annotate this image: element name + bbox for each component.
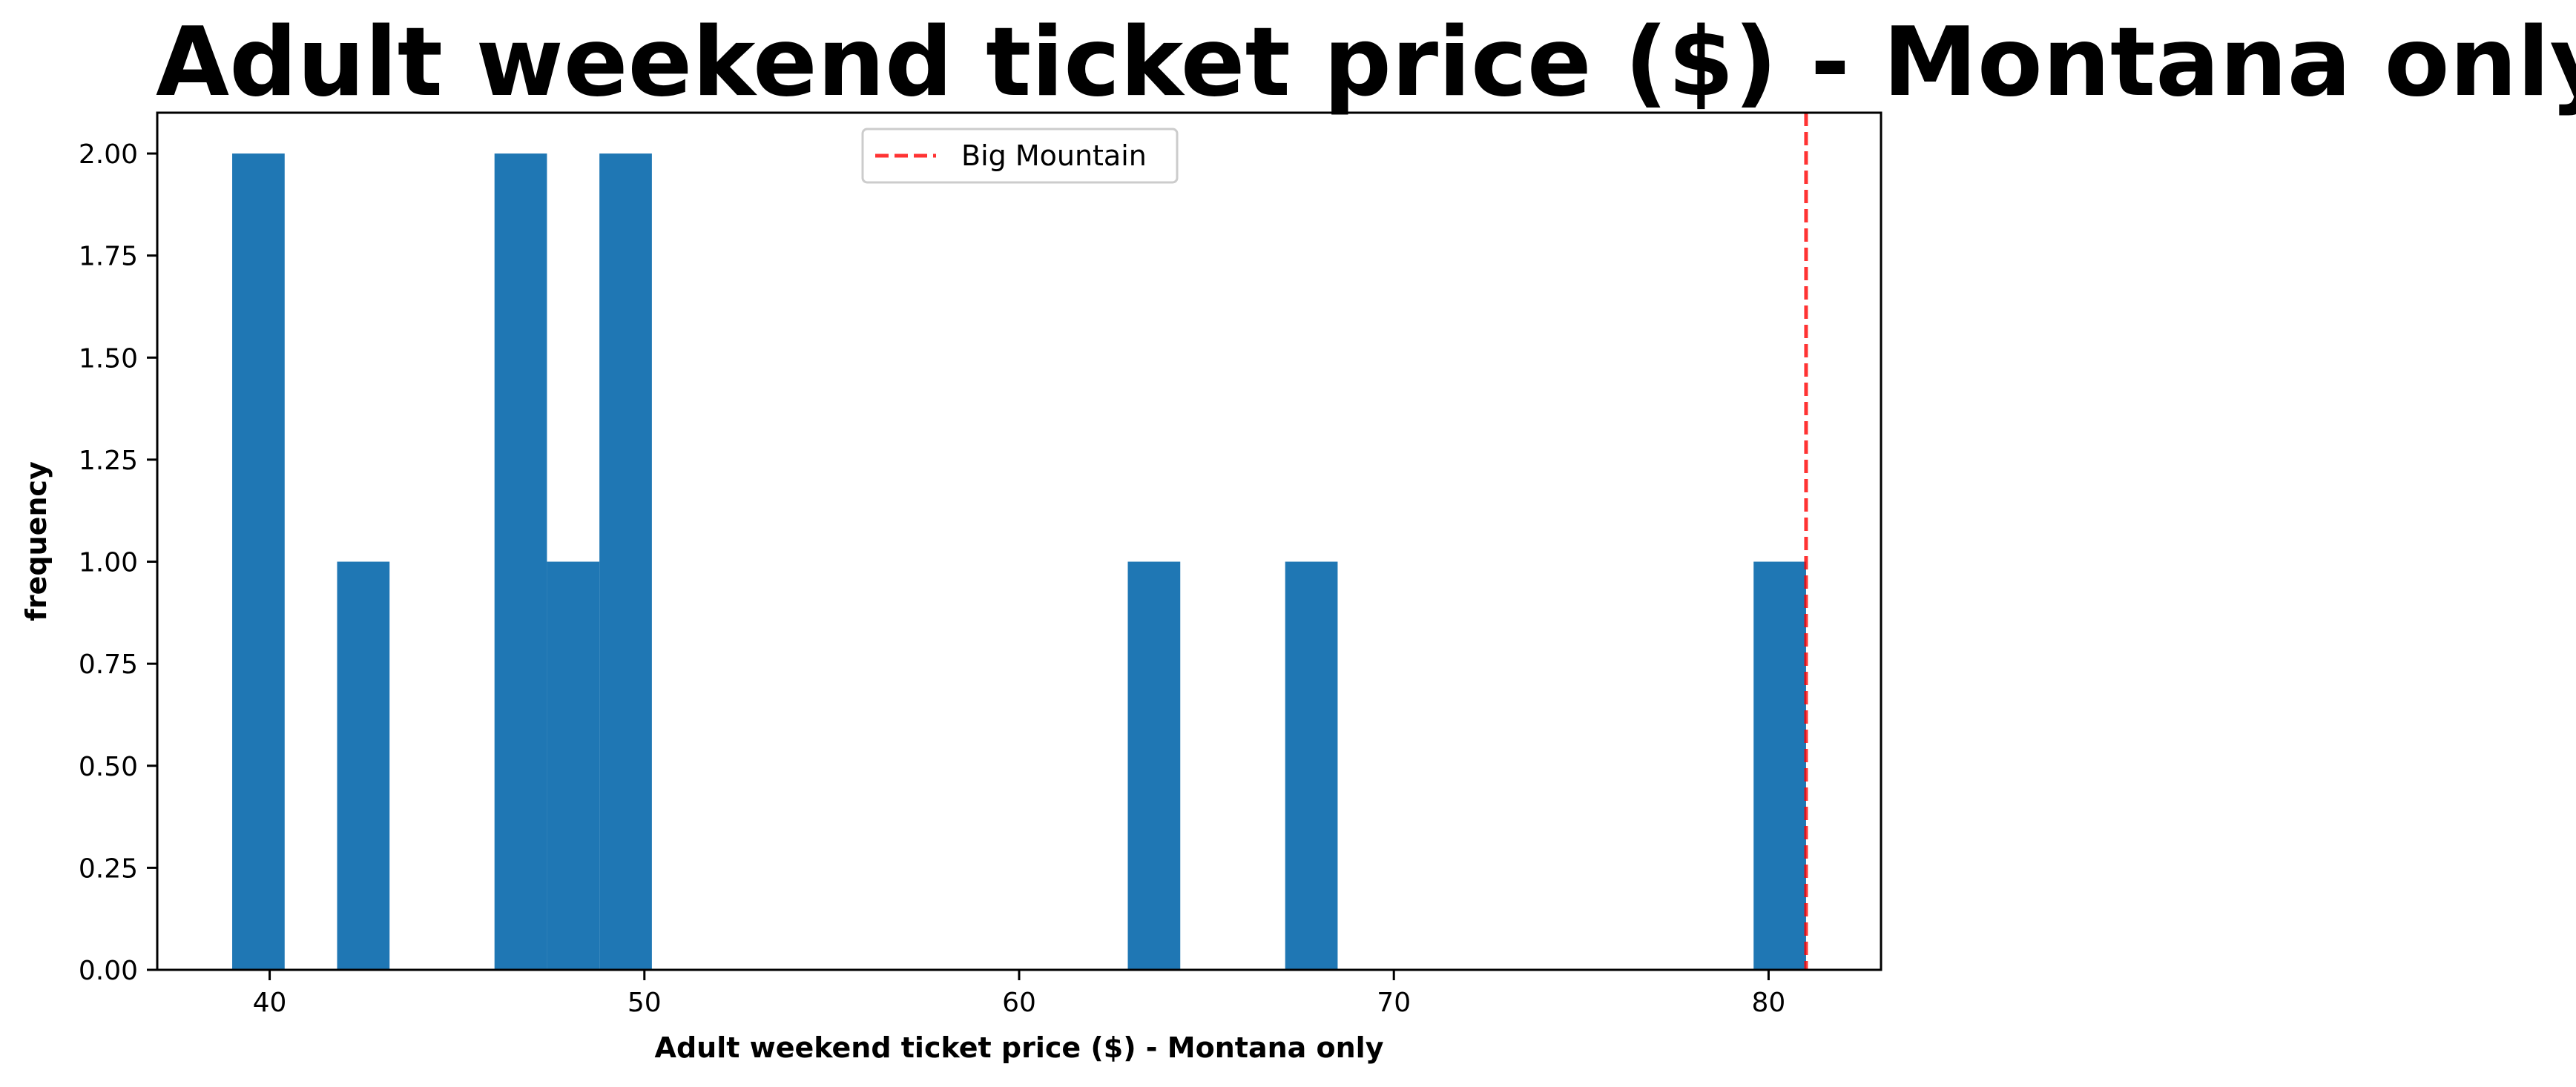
legend-box bbox=[861, 128, 1179, 184]
x-tick-label: 50 bbox=[627, 988, 662, 1018]
y-tick-label: 1.50 bbox=[79, 343, 138, 374]
histogram-bar-5 bbox=[599, 153, 652, 971]
x-tick-label: 70 bbox=[1377, 988, 1411, 1018]
plot-frame bbox=[156, 111, 1882, 971]
legend-label: Big Mountain bbox=[961, 139, 1147, 172]
y-axis: 0.00 0.25 0.50 0.75 1.00 1.25 1.50 1.75 2.00 bbox=[79, 139, 157, 986]
y-tick-label: 0.50 bbox=[79, 752, 138, 782]
y-tick-label: 1.00 bbox=[79, 548, 138, 578]
legend: Big Mountain bbox=[861, 128, 1179, 184]
x-axis: 40 50 60 70 80 bbox=[253, 970, 1786, 1018]
x-tick-label: 40 bbox=[253, 988, 287, 1018]
histogram-bar-2 bbox=[337, 561, 390, 970]
y-tick-label: 0.25 bbox=[79, 853, 138, 884]
x-tick-label: 60 bbox=[1002, 988, 1036, 1018]
histogram-bar-7 bbox=[1285, 561, 1338, 970]
y-tick-label: 0.75 bbox=[79, 650, 138, 680]
histogram-bar-8 bbox=[1753, 561, 1806, 970]
histogram-bar-4 bbox=[547, 561, 600, 970]
histogram-bar-1 bbox=[232, 153, 285, 971]
y-axis-label: frequency bbox=[20, 461, 53, 621]
x-axis-label: Adult weekend ticket price ($) - Montana… bbox=[655, 1031, 1384, 1064]
y-tick-label: 1.75 bbox=[79, 242, 138, 272]
y-tick-label: 1.25 bbox=[79, 446, 138, 476]
histogram-bar-3 bbox=[494, 153, 547, 971]
x-tick-label: 80 bbox=[1752, 988, 1786, 1018]
histogram-bar-6 bbox=[1127, 561, 1181, 970]
y-tick-label: 2.00 bbox=[79, 139, 138, 170]
histogram-bars bbox=[232, 153, 1806, 971]
chart-title: Adult weekend ticket price ($) - Montana… bbox=[156, 7, 2576, 118]
y-tick-label: 0.00 bbox=[79, 956, 138, 986]
